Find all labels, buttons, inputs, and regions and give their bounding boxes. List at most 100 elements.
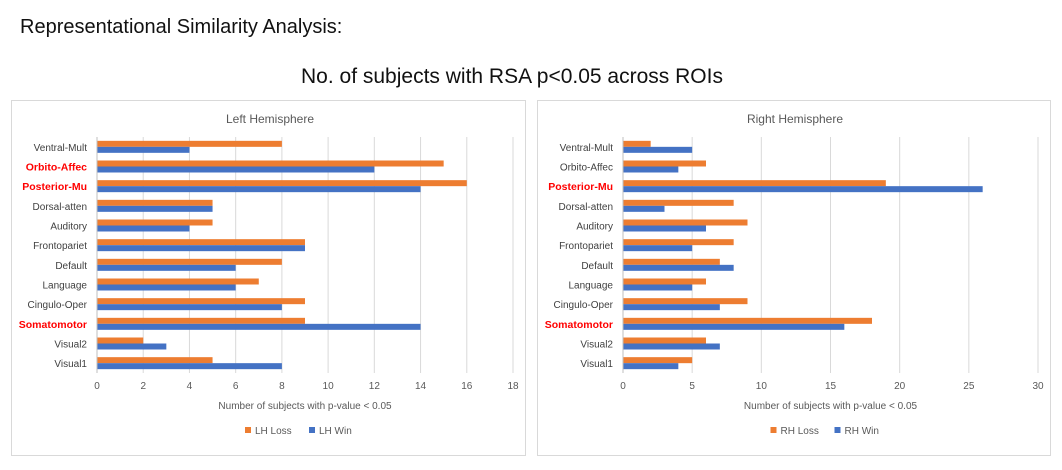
rh-loss-bar [623,160,706,167]
lh-loss-bar [97,258,282,265]
legend-swatch [309,427,315,433]
rh-loss-bar [623,239,734,246]
x-tick-label: 10 [323,381,335,392]
lh-loss-bar [97,317,305,324]
x-tick-label: 4 [187,381,193,392]
category-label: Orbito-Affec [26,162,87,174]
legend-swatch [834,427,841,433]
category-label: Posterior-Mu [22,181,87,193]
right-hemisphere-chart: Right Hemisphere 0 5 10 15 20 25 30 Ventral-Mult… [537,100,1051,456]
category-label: Cingulo-Oper [554,300,614,311]
lh-win-bar [97,284,236,291]
x-tick-label: 0 [94,381,100,392]
lh-win-bar [97,323,421,330]
rh-loss-bar [623,199,734,206]
x-axis-label: Number of subjects with p-value < 0.05 [218,401,392,412]
legend-label: RH Win [845,426,879,437]
x-tick-label: 16 [461,381,473,392]
rh-win-bar [623,264,734,271]
rh-win-bar [623,363,679,370]
category-label: Dorsal-atten [33,202,87,213]
rh-win-bar [623,304,720,311]
x-tick-label: 18 [507,381,519,392]
lh-win-bar [97,264,236,271]
category-label: Default [581,261,613,272]
rh-loss-bar [623,180,886,187]
left-hemisphere-plot: Left Hemisphere 0 2 4 6 8 10 12 14 16 18 Ventral-Mu… [19,112,519,437]
x-tick-label: 20 [894,381,906,392]
legend-label: LH Loss [255,426,292,437]
lh-win-bar [97,186,421,193]
category-label: Auditory [576,222,613,233]
category-label: Visual2 [580,340,613,351]
lh-loss-bar [97,357,213,364]
category-label: Frontopariet [559,241,613,252]
rh-loss-bar [623,219,748,226]
legend-swatch [770,427,777,433]
left-hemisphere-chart: Left Hemisphere 0 2 4 6 8 10 12 14 16 18 Ventral-Mu… [11,100,526,456]
figure-title: No. of subjects with RSA p<0.05 across R… [301,65,723,88]
lh-loss-bar [97,160,444,167]
page-heading: Representational Similarity Analysis: [20,16,343,38]
rh-loss-bar [623,140,651,147]
lh-win-bar [97,363,282,370]
category-label: Auditory [50,222,87,233]
lh-win-bar [97,304,282,311]
category-label: Somatomotor [19,319,87,331]
lh-win-bar [97,343,167,350]
rh-win-bar [623,166,679,173]
lh-win-bar [97,245,305,252]
x-tick-label: 0 [620,381,626,392]
category-label: Visual2 [54,340,87,351]
lh-loss-bar [97,140,282,147]
category-label: Language [569,281,614,292]
lh-win-bar [97,166,375,173]
right-hemisphere-plot: Right Hemisphere 0 5 10 15 20 25 30 Ventral-Mult… [545,112,1044,437]
x-tick-label: 12 [369,381,381,392]
x-tick-label: 25 [963,381,975,392]
category-label: Somatomotor [545,319,613,331]
category-label: Dorsal-atten [559,202,613,213]
category-label: Ventral-Mult [560,143,614,154]
legend-swatch [245,427,251,433]
rh-win-bar [623,146,693,153]
x-tick-label: 15 [825,381,837,392]
legend-label: RH Loss [781,426,819,437]
category-label: Language [43,281,88,292]
rh-loss-bar [623,357,693,364]
category-label: Cingulo-Oper [28,300,88,311]
category-label: Ventral-Mult [34,143,88,154]
x-tick-label: 8 [279,381,285,392]
rh-loss-bar [623,317,872,324]
rh-win-bar [623,205,665,212]
x-tick-label: 6 [233,381,239,392]
rh-loss-bar [623,298,748,305]
rh-loss-bar [623,337,706,344]
chart-title: Right Hemisphere [747,112,843,126]
x-tick-label: 5 [689,381,695,392]
rh-win-bar [623,343,720,350]
category-label: Visual1 [54,359,87,370]
rh-win-bar [623,186,983,193]
legend-label: LH Win [319,426,352,437]
category-label: Posterior-Mu [548,181,613,193]
x-tick-label: 14 [415,381,427,392]
category-label: Visual1 [580,359,613,370]
rh-win-bar [623,245,693,252]
lh-loss-bar [97,180,467,187]
lh-loss-bar [97,298,305,305]
lh-win-bar [97,205,213,212]
category-label: Orbito-Affec [560,163,613,174]
x-axis-label: Number of subjects with p-value < 0.05 [744,401,918,412]
rh-win-bar [623,323,845,330]
lh-loss-bar [97,278,259,285]
lh-win-bar [97,146,190,153]
chart-title: Left Hemisphere [226,112,314,126]
lh-loss-bar [97,219,213,226]
rh-win-bar [623,284,693,291]
x-tick-label: 2 [140,381,146,392]
rh-loss-bar [623,258,720,265]
rh-win-bar [623,225,706,232]
rh-loss-bar [623,278,706,285]
category-label: Frontopariet [33,241,87,252]
